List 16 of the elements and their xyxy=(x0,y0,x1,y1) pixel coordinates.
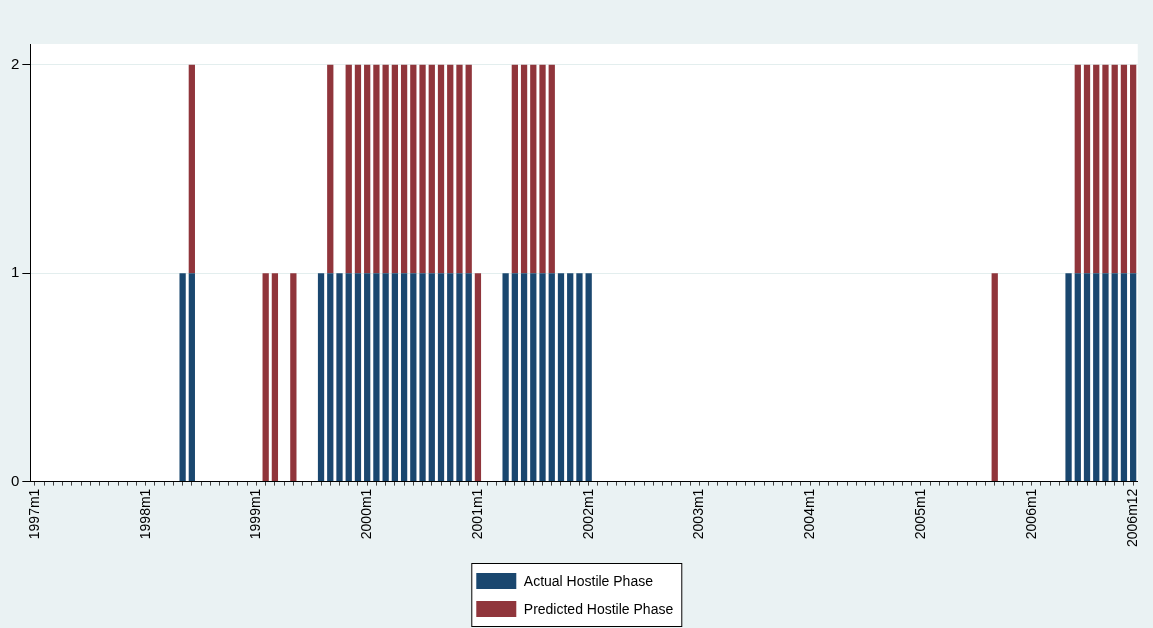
x-tick-label: 2002m1 xyxy=(579,488,596,540)
x-tick-label: 2006m1 xyxy=(1022,488,1039,540)
x-tick-label: 2001m1 xyxy=(468,488,485,540)
y-tick-label: 1 xyxy=(11,263,20,281)
x-tick-label: 1998m1 xyxy=(136,488,153,540)
legend-label: Predicted Hostile Phase xyxy=(523,601,674,617)
x-tick-label: 2000m1 xyxy=(358,488,375,540)
y-tick-label: 0 xyxy=(11,471,20,489)
x-tick-label: 2006m12 xyxy=(1124,488,1141,548)
x-tick-label: 2003m1 xyxy=(690,488,707,540)
legend-label: Actual Hostile Phase xyxy=(523,573,653,589)
x-tick-label: 2004m1 xyxy=(801,488,818,540)
y-tick-label: 2 xyxy=(11,54,20,72)
x-tick-label: 2005m1 xyxy=(911,488,928,540)
x-tick-label: 1997m1 xyxy=(25,488,42,540)
x-tick-label: 1999m1 xyxy=(247,488,264,540)
